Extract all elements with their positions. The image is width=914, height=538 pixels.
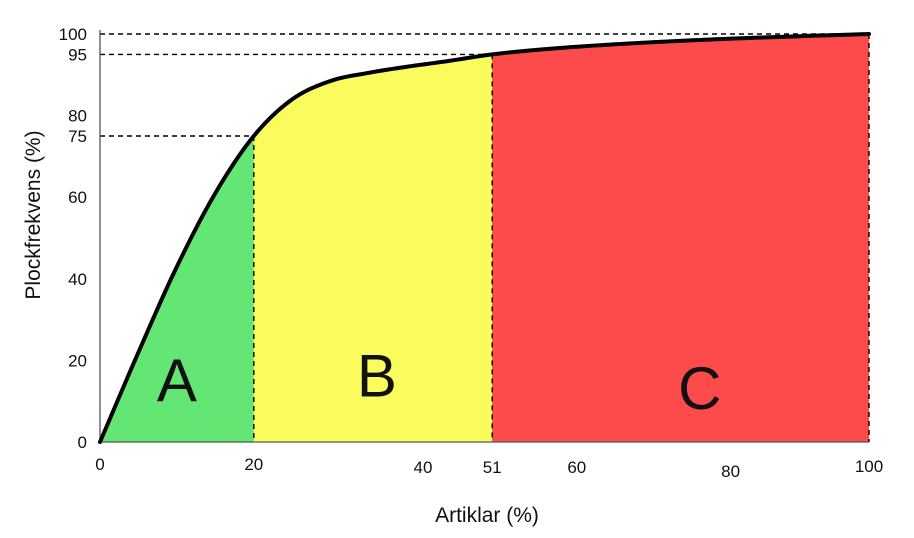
y-tick-40: 40 <box>68 270 87 289</box>
zone-label-c: C <box>678 355 721 422</box>
zone-label-b: B <box>357 343 397 410</box>
y-axis-label: Plockfrekvens (%) <box>22 130 45 299</box>
reference-line-x20-y75 <box>100 135 255 442</box>
y-tick-100: 100 <box>59 25 87 44</box>
x-axis-label: Artiklar (%) <box>435 504 539 527</box>
zone-label-a: A <box>157 347 197 414</box>
y-tick-60: 60 <box>68 188 87 207</box>
x-tick-80: 80 <box>721 462 740 481</box>
x-tick-40: 40 <box>414 458 433 477</box>
zone-labels-layer: A B C <box>157 343 722 422</box>
y-tick-0: 0 <box>78 433 87 452</box>
cumulative-curve <box>98 32 871 444</box>
x-tick-51: 51 <box>483 458 502 477</box>
reference-line-x51-y95 <box>100 53 493 442</box>
zone-b-area <box>253 54 493 443</box>
y-tick-75: 75 <box>68 127 87 146</box>
y-tick-95: 95 <box>68 45 87 64</box>
zone-a-area <box>100 136 254 442</box>
y-tick-80: 80 <box>68 107 87 126</box>
x-tick-0: 0 <box>95 455 104 474</box>
reference-line-x100-y100 <box>100 33 870 442</box>
x-tick-labels: 0 20 40 51 60 80 100 <box>95 455 883 481</box>
y-tick-20: 20 <box>68 351 87 370</box>
zone-c-area <box>492 34 869 442</box>
x-tick-100: 100 <box>855 457 883 476</box>
x-tick-60: 60 <box>567 458 586 477</box>
x-tick-20: 20 <box>244 455 263 474</box>
reference-lines-layer <box>100 33 870 442</box>
zones-layer <box>100 34 869 443</box>
